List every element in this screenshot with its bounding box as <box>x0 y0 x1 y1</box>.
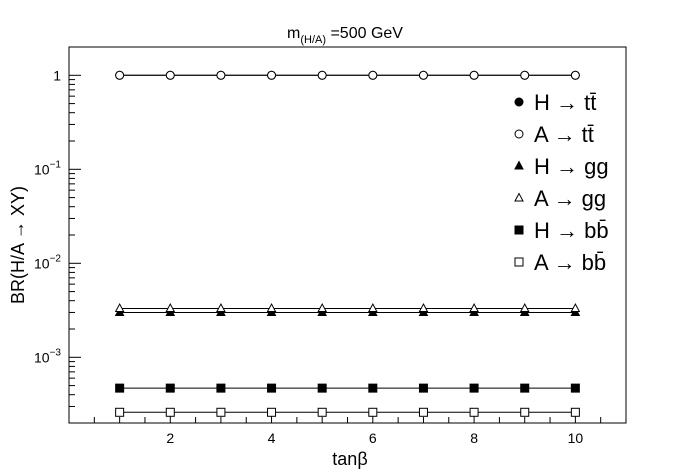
chart-title: m(H/A) =500 GeV <box>287 25 403 46</box>
data-point <box>115 407 125 417</box>
series-layer <box>114 70 581 417</box>
legend-label: H → bb̄ <box>534 218 609 243</box>
series-4 <box>114 302 581 313</box>
legend-item: H → gg <box>514 154 609 179</box>
data-point <box>520 70 530 80</box>
series-3 <box>114 306 581 316</box>
legend-item: H → tt̄ <box>514 90 596 115</box>
chart-title-sub: (H/A) <box>300 34 326 46</box>
x-tick-label: 10 <box>568 430 584 446</box>
legend-label: H → tt̄ <box>534 90 596 115</box>
y-axis: 1 10−1 10−2 10−3 <box>34 46 81 424</box>
x-tick-label: 6 <box>369 430 377 446</box>
legend-marker <box>514 160 524 170</box>
series-2 <box>115 70 580 80</box>
series-6 <box>115 407 580 417</box>
data-point <box>165 302 176 313</box>
legend-item: H → bb̄ <box>514 218 609 243</box>
legend-item: A → tt̄ <box>514 122 594 147</box>
data-point <box>216 302 226 313</box>
y-tick-label: 10−2 <box>34 253 61 271</box>
x-tick-label: 8 <box>470 430 478 446</box>
data-point <box>570 302 581 313</box>
data-point <box>570 383 580 393</box>
legend-label: A → bb̄ <box>534 250 606 275</box>
legend-marker <box>514 257 524 267</box>
data-point <box>367 302 378 313</box>
data-point <box>418 302 429 313</box>
x-tick-label: 2 <box>166 430 174 446</box>
y-axis-label: BR(H/A → XY) <box>8 186 28 304</box>
data-point <box>216 407 226 417</box>
x-axis-label: tanβ <box>332 449 367 469</box>
data-point <box>469 407 479 417</box>
data-point <box>418 70 428 80</box>
data-point <box>115 70 125 80</box>
data-point <box>418 383 428 393</box>
data-point <box>519 302 530 313</box>
data-point <box>317 302 328 313</box>
series-5 <box>115 383 580 393</box>
data-point <box>317 70 327 80</box>
x-axis: 2 4 6 8 10 <box>68 411 627 446</box>
data-point <box>368 407 378 417</box>
data-point <box>570 407 580 417</box>
x-tick-label: 4 <box>268 430 276 446</box>
data-point <box>267 70 277 80</box>
legend-marker <box>514 225 524 235</box>
data-point <box>317 407 327 417</box>
chart-title-rest: =500 GeV <box>326 25 403 42</box>
data-point <box>469 70 479 80</box>
data-point <box>266 302 277 313</box>
data-point <box>418 407 428 417</box>
legend: H → tt̄ A → tt̄ H → gg A → gg H → bb̄ A → bb̄ <box>514 90 609 275</box>
data-point <box>368 70 378 80</box>
y-tick-label: 10−3 <box>34 347 61 365</box>
y-tick-label: 10−1 <box>34 159 61 177</box>
data-point <box>317 383 327 393</box>
legend-label: A → gg <box>534 186 606 211</box>
data-point <box>165 383 175 393</box>
data-point <box>216 383 226 393</box>
legend-label: A → tt̄ <box>534 122 594 147</box>
chart-title-main: m <box>287 25 300 42</box>
legend-marker <box>514 97 524 107</box>
data-point <box>570 70 580 80</box>
data-point <box>114 302 125 313</box>
data-point <box>267 383 277 393</box>
data-point <box>216 70 226 80</box>
legend-item: A → gg <box>514 186 606 211</box>
data-point <box>165 70 175 80</box>
y-tick-label: 1 <box>53 67 61 83</box>
legend-label: H → gg <box>534 154 609 179</box>
data-point <box>165 407 175 417</box>
legend-marker <box>514 129 524 139</box>
data-point <box>368 383 378 393</box>
data-point <box>520 383 530 393</box>
data-point <box>469 383 479 393</box>
legend-item: A → bb̄ <box>514 250 606 275</box>
data-point <box>469 302 479 313</box>
data-point <box>520 407 530 417</box>
data-point <box>267 407 277 417</box>
data-point <box>115 383 125 393</box>
legend-marker <box>514 192 524 202</box>
